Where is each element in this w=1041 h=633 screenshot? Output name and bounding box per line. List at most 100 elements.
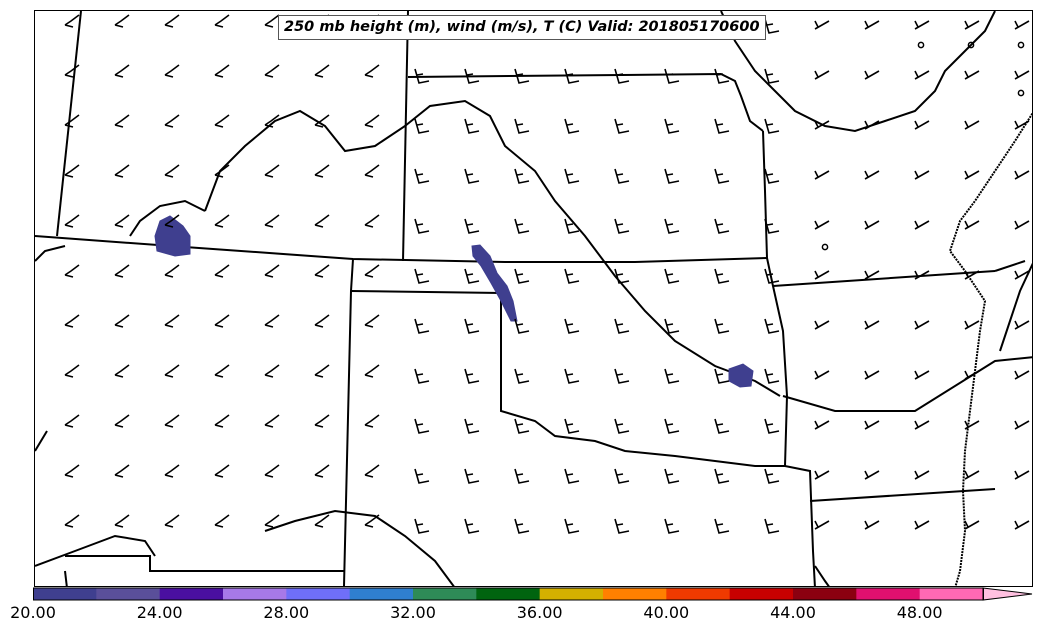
wind-barb bbox=[814, 420, 830, 430]
wind-barb bbox=[214, 164, 230, 178]
wind-barb bbox=[364, 114, 380, 128]
wind-barb bbox=[264, 14, 280, 28]
wind-barb bbox=[314, 464, 330, 478]
wind-barb bbox=[164, 314, 180, 328]
calm-markers bbox=[821, 41, 1025, 251]
wind-barb bbox=[1014, 20, 1030, 30]
wind-barb bbox=[464, 68, 480, 84]
wind-barb bbox=[664, 68, 680, 84]
wind-barb bbox=[1014, 520, 1030, 530]
wind-barb bbox=[914, 20, 930, 30]
colorbar-tick-label: 40.00 bbox=[643, 603, 690, 622]
wind-barb bbox=[914, 520, 930, 530]
wind-barb bbox=[564, 268, 580, 284]
wind-barb bbox=[814, 370, 830, 380]
wind-barb bbox=[1014, 370, 1030, 380]
wind-barb bbox=[764, 318, 780, 334]
wind-barb bbox=[414, 518, 430, 534]
wind-barb bbox=[314, 114, 330, 128]
wind-barb bbox=[614, 268, 630, 284]
wind-barb bbox=[114, 314, 130, 328]
wind-barb bbox=[664, 168, 680, 184]
colorbar-segment bbox=[603, 588, 667, 600]
wind-barb bbox=[264, 264, 280, 278]
wind-barb bbox=[1014, 120, 1030, 130]
colorbar-tick-label: 48.00 bbox=[896, 603, 943, 622]
colorbar-segment bbox=[666, 588, 731, 600]
wind-barb bbox=[564, 368, 580, 384]
wind-barb bbox=[714, 468, 730, 484]
wind-barb bbox=[164, 14, 180, 28]
colorbar-tick-label: 44.00 bbox=[770, 603, 816, 622]
wind-barb bbox=[464, 168, 480, 184]
wind-barb bbox=[114, 214, 130, 228]
wind-barb bbox=[914, 220, 930, 230]
wind-barb bbox=[614, 368, 630, 384]
wind-barb bbox=[214, 214, 230, 228]
wind-barb bbox=[714, 68, 730, 84]
wind-barb bbox=[64, 164, 80, 178]
wind-barb bbox=[264, 464, 280, 478]
colorbar-segment bbox=[33, 588, 97, 600]
state-borders bbox=[35, 11, 1032, 586]
wind-barb bbox=[64, 414, 80, 428]
wind-barb bbox=[1014, 320, 1030, 330]
wind-barb bbox=[314, 314, 330, 328]
wind-barb bbox=[414, 218, 430, 234]
wind-barb bbox=[914, 120, 930, 130]
wind-barb bbox=[264, 314, 280, 328]
colorbar-segment bbox=[919, 588, 984, 600]
map-panel bbox=[34, 10, 1033, 587]
wind-barb bbox=[464, 368, 480, 384]
wind-barb bbox=[914, 320, 930, 330]
wind-barb bbox=[414, 418, 430, 434]
border-line bbox=[64, 570, 68, 586]
wind-barb bbox=[114, 464, 130, 478]
wind-barb bbox=[314, 214, 330, 228]
wind-barb bbox=[264, 514, 280, 528]
wind-barb bbox=[164, 114, 180, 128]
wind-barb bbox=[1014, 170, 1030, 180]
wind-barb bbox=[464, 118, 480, 134]
colorbar-segment bbox=[286, 588, 351, 600]
wind-barb bbox=[114, 364, 130, 378]
wind-barb bbox=[514, 118, 530, 134]
wind-barb bbox=[764, 118, 780, 134]
shaded-streak-central bbox=[471, 244, 518, 322]
wind-barb bbox=[514, 268, 530, 284]
wind-barb bbox=[814, 170, 830, 180]
wind-barb bbox=[114, 264, 130, 278]
wind-barb bbox=[614, 118, 630, 134]
wind-barb bbox=[964, 470, 980, 480]
border-line bbox=[343, 258, 354, 586]
wind-barb bbox=[214, 114, 230, 128]
border-line bbox=[402, 11, 409, 262]
wind-barb bbox=[214, 64, 230, 78]
wind-barb bbox=[314, 414, 330, 428]
wind-barb bbox=[464, 518, 480, 534]
wind-barb bbox=[564, 418, 580, 434]
wind-barb bbox=[314, 364, 330, 378]
wind-barb bbox=[764, 218, 780, 234]
colorbar-segment bbox=[793, 588, 857, 600]
wind-barb bbox=[664, 318, 680, 334]
wind-barb bbox=[214, 14, 230, 28]
wind-barb bbox=[364, 364, 380, 378]
wind-barb bbox=[964, 270, 980, 280]
wind-barb bbox=[464, 318, 480, 334]
wind-barb bbox=[164, 364, 180, 378]
wind-barb bbox=[114, 414, 130, 428]
wind-barb bbox=[64, 514, 80, 528]
map-title: 250 mb height (m), wind (m/s), T (C) Val… bbox=[278, 15, 766, 40]
wind-barb bbox=[364, 64, 380, 78]
shaded-blob-northwest bbox=[154, 215, 191, 257]
wind-barb bbox=[214, 264, 230, 278]
colorbar-segment bbox=[729, 588, 794, 600]
wind-barb bbox=[714, 118, 730, 134]
wind-barb bbox=[864, 420, 880, 430]
wind-barb bbox=[864, 370, 880, 380]
wind-barb bbox=[64, 314, 80, 328]
wind-barb bbox=[514, 468, 530, 484]
river-line bbox=[814, 565, 830, 586]
wind-barb bbox=[714, 268, 730, 284]
